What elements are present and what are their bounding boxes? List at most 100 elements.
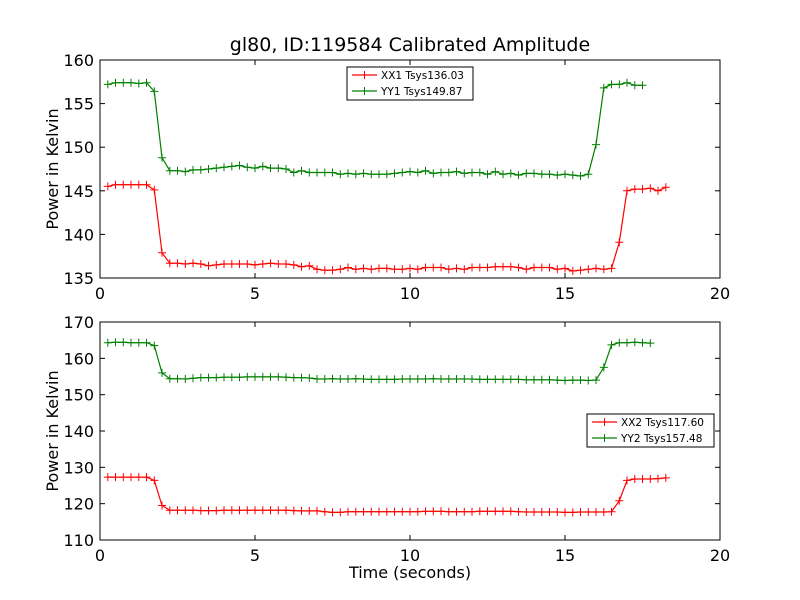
data-point <box>258 260 267 268</box>
data-point <box>289 373 298 382</box>
data-point <box>320 266 329 275</box>
data-point <box>398 375 407 383</box>
x-tick-label: 5 <box>250 284 260 303</box>
legend-box <box>346 66 474 101</box>
data-point <box>212 260 221 269</box>
data-point <box>103 182 112 191</box>
data-point <box>375 507 383 516</box>
data-point <box>499 170 507 179</box>
data-point <box>367 265 376 274</box>
data-point <box>491 375 500 384</box>
data-point <box>204 261 213 270</box>
data-point <box>367 375 376 384</box>
data-point <box>382 170 391 179</box>
data-point <box>537 170 546 179</box>
y-tick-label: 110 <box>63 531 94 550</box>
data-point <box>204 165 213 173</box>
data-point <box>452 507 461 516</box>
data-point <box>475 168 484 177</box>
chart-panel-2: 0 5 10 15 20 110 120 130 140 150 160 170 Power in Ke… <box>43 313 730 582</box>
data-point <box>638 81 647 90</box>
data-point <box>429 374 438 383</box>
data-point <box>522 265 531 274</box>
data-point <box>313 375 321 383</box>
data-point <box>328 374 337 383</box>
data-point <box>204 506 213 515</box>
data-point <box>592 376 600 385</box>
data-point <box>382 264 391 273</box>
data-point <box>437 507 445 516</box>
data-point <box>150 87 159 96</box>
data-point <box>553 265 562 274</box>
data-point <box>444 375 453 383</box>
data-point <box>537 375 546 384</box>
legend-marker <box>360 87 369 95</box>
data-point <box>390 507 399 516</box>
legend: XX1 Tsys136.03 YY1 Tsys149.87 <box>346 66 474 101</box>
data-point <box>413 265 422 274</box>
data-point <box>127 338 135 347</box>
data-point <box>119 78 128 87</box>
data-point <box>111 78 120 87</box>
data-point <box>251 506 259 515</box>
data-point <box>127 473 135 482</box>
data-point <box>313 506 321 515</box>
data-point <box>421 166 430 175</box>
data-point <box>336 265 345 274</box>
data-point <box>297 262 306 271</box>
data-point <box>561 508 569 517</box>
data-point <box>320 168 329 177</box>
data-point <box>491 167 500 176</box>
data-point <box>444 168 453 177</box>
data-point <box>351 170 360 179</box>
data-point <box>243 260 252 268</box>
data-point <box>530 375 538 384</box>
data-point <box>235 506 244 515</box>
data-point <box>545 170 554 179</box>
data-point <box>134 473 143 482</box>
data-point <box>196 506 205 515</box>
data-point <box>165 374 174 383</box>
data-point <box>243 372 252 381</box>
data-point <box>522 169 531 178</box>
data-point <box>375 375 383 384</box>
data-point <box>444 265 453 274</box>
data-point <box>514 171 523 180</box>
data-point <box>305 168 314 177</box>
data-point <box>134 79 143 88</box>
data-point <box>165 166 174 175</box>
data-point <box>390 169 399 178</box>
data-point <box>181 167 190 176</box>
data-point <box>630 338 639 347</box>
data-point <box>359 264 368 273</box>
data-point <box>367 507 376 516</box>
legend-label: XX2 Tsys117.60 <box>621 417 704 429</box>
data-point <box>181 375 190 383</box>
data-point <box>406 375 414 383</box>
data-point <box>615 338 624 347</box>
y-tick-label: 160 <box>63 51 94 70</box>
data-point <box>297 373 306 382</box>
data-point <box>189 506 197 515</box>
data-point <box>282 506 290 515</box>
data-point <box>134 180 143 189</box>
data-point <box>576 172 585 180</box>
y-tick-label: 150 <box>63 386 94 405</box>
data-point <box>638 475 647 483</box>
data-point <box>375 264 383 273</box>
series-yy2 <box>103 338 655 385</box>
data-point <box>127 78 135 87</box>
data-point <box>359 169 368 178</box>
legend-marker <box>600 418 609 426</box>
data-point <box>212 164 221 173</box>
data-point <box>165 259 174 268</box>
data-point <box>142 180 151 189</box>
data-point <box>111 180 120 189</box>
data-point <box>328 168 337 177</box>
data-point <box>382 507 391 516</box>
data-point <box>468 507 476 516</box>
data-point <box>258 506 267 515</box>
data-point <box>251 372 259 381</box>
data-point <box>468 168 476 177</box>
data-point <box>127 180 135 189</box>
